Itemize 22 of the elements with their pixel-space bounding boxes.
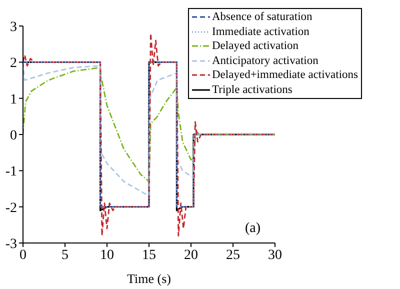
x-tick-label: 15	[142, 248, 156, 263]
annotation: (a)	[245, 221, 261, 237]
y-tick-label: 1	[10, 92, 17, 108]
x-tick-label: 5	[62, 248, 68, 263]
y-tick-label: -3	[5, 236, 17, 252]
x-tick-label: 0	[20, 248, 26, 263]
legend-label: Immediate activation	[212, 24, 310, 39]
legend-label: Absence of saturation	[212, 10, 312, 24]
y-tick-label: 2	[10, 56, 17, 72]
legend-label: Triple activations	[212, 82, 292, 97]
y-tick-label: 0	[10, 128, 17, 144]
y-tick-label: -2	[5, 200, 17, 216]
x-axis-title: Time (s)	[127, 271, 171, 286]
legend-label: Delayed+immediate activations	[212, 68, 358, 82]
x-tick-label: 10	[100, 248, 114, 263]
x-tick-label: 25	[226, 248, 240, 263]
x-tick-label: 20	[184, 248, 198, 263]
y-tick-label: -1	[5, 164, 17, 180]
y-tick-label: 3	[10, 20, 17, 35]
legend-label: Delayed activation	[212, 39, 299, 54]
x-tick-label: 30	[268, 248, 282, 263]
legend-label: Anticipatory activation	[212, 54, 318, 68]
